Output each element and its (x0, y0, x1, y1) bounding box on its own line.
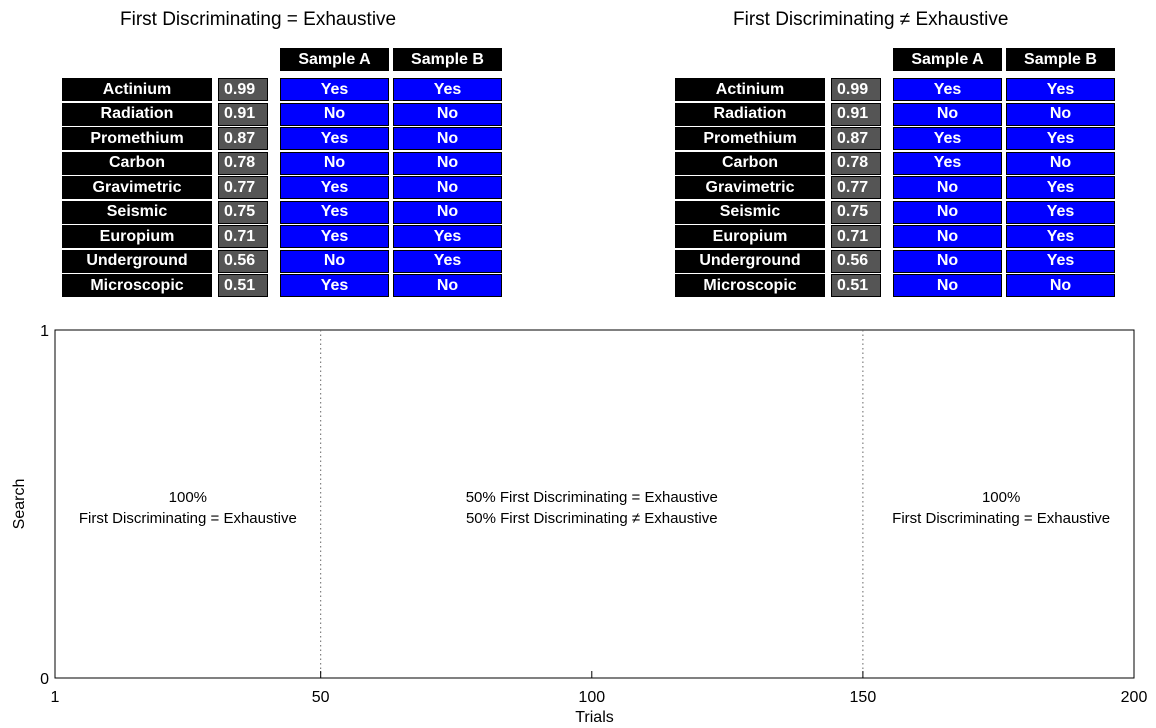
x-tick-label: 100 (578, 689, 605, 706)
cue-validity: 0.56 (831, 249, 881, 273)
cue-validity: 0.77 (218, 176, 268, 199)
sample-a-value: No (893, 225, 1002, 248)
sample-b-value: Yes (393, 225, 502, 248)
cue-name: Carbon (62, 151, 212, 175)
x-tick-label: 200 (1121, 689, 1148, 706)
region-annotation: First Discriminating = Exhaustive (892, 510, 1110, 527)
sample-a-value: Yes (280, 78, 389, 101)
cue-validity: 0.77 (831, 176, 881, 199)
sample-b-value: Yes (393, 249, 502, 273)
cue-validity: 0.91 (218, 102, 268, 126)
sample-b-value: Yes (1006, 249, 1115, 273)
cue-name: Actinium (62, 78, 212, 101)
x-tick-label: 150 (850, 689, 877, 706)
sample-b-value: No (393, 274, 502, 297)
sample-a-value: No (893, 200, 1002, 224)
cue-name: Promethium (62, 127, 212, 150)
cue-name: Radiation (62, 102, 212, 126)
cue-name: Actinium (675, 78, 825, 101)
sample-a-value: No (893, 102, 1002, 126)
plot-frame (54, 329, 1135, 679)
sample-b-value: No (393, 151, 502, 175)
y-axis-label: Search (11, 479, 28, 530)
cue-validity: 0.71 (831, 225, 881, 248)
sample-a-value: No (893, 249, 1002, 273)
column-header-sample-b: Sample B (393, 48, 502, 71)
column-header-sample-a: Sample A (893, 48, 1002, 71)
x-axis-label: Trials (575, 709, 614, 726)
table-title: First Discriminating ≠ Exhaustive (733, 9, 1009, 30)
sample-b-value: Yes (1006, 176, 1115, 199)
sample-b-value: Yes (1006, 127, 1115, 150)
cue-name: Europium (62, 225, 212, 248)
column-header-sample-a: Sample A (280, 48, 389, 71)
cue-name: Europium (675, 225, 825, 248)
cue-name: Radiation (675, 102, 825, 126)
cue-validity: 0.51 (218, 274, 268, 297)
sample-b-value: No (393, 127, 502, 150)
cue-name: Seismic (675, 200, 825, 224)
cue-name: Carbon (675, 151, 825, 175)
sample-b-value: No (393, 176, 502, 199)
cue-name: Seismic (62, 200, 212, 224)
cue-name: Underground (62, 249, 212, 273)
cue-validity: 0.56 (218, 249, 268, 273)
cue-validity: 0.75 (831, 200, 881, 224)
cue-validity: 0.99 (831, 78, 881, 101)
sample-b-value: Yes (1006, 225, 1115, 248)
sample-a-value: Yes (280, 274, 389, 297)
sample-b-value: Yes (1006, 78, 1115, 101)
cue-validity: 0.71 (218, 225, 268, 248)
region-annotation: 100% (169, 489, 207, 506)
sample-a-value: No (893, 274, 1002, 297)
sample-b-value: No (393, 102, 502, 126)
sample-b-value: No (393, 200, 502, 224)
sample-b-value: Yes (393, 78, 502, 101)
cue-validity: 0.78 (218, 151, 268, 175)
y-tick-label: 1 (40, 323, 49, 340)
cue-validity: 0.75 (218, 200, 268, 224)
sample-a-value: Yes (893, 78, 1002, 101)
sample-b-value: No (1006, 102, 1115, 126)
cue-name: Promethium (675, 127, 825, 150)
cue-name: Microscopic (62, 274, 212, 297)
sample-a-value: No (280, 102, 389, 126)
sample-a-value: No (893, 176, 1002, 199)
sample-a-value: Yes (893, 151, 1002, 175)
cue-name: Microscopic (675, 274, 825, 297)
cue-validity: 0.78 (831, 151, 881, 175)
sample-a-value: No (280, 249, 389, 273)
cue-validity: 0.87 (218, 127, 268, 150)
cue-validity: 0.91 (831, 102, 881, 126)
sample-b-value: Yes (1006, 200, 1115, 224)
sample-a-value: Yes (280, 200, 389, 224)
region-annotation: First Discriminating = Exhaustive (79, 510, 297, 527)
cue-validity: 0.51 (831, 274, 881, 297)
sample-b-value: No (1006, 274, 1115, 297)
sample-a-value: Yes (280, 176, 389, 199)
cue-name: Gravimetric (675, 176, 825, 199)
sample-a-value: No (280, 151, 389, 175)
x-tick-label: 1 (51, 689, 60, 706)
cue-validity: 0.87 (831, 127, 881, 150)
sample-a-value: Yes (893, 127, 1002, 150)
cue-validity: 0.99 (218, 78, 268, 101)
region-annotation: 50% First Discriminating ≠ Exhaustive (466, 510, 718, 527)
region-annotation: 50% First Discriminating = Exhaustive (466, 489, 718, 506)
sample-a-value: Yes (280, 225, 389, 248)
x-tick-label: 50 (312, 689, 330, 706)
y-tick-label: 0 (40, 671, 49, 688)
cue-name: Underground (675, 249, 825, 273)
region-annotation: 100% (982, 489, 1020, 506)
sample-a-value: Yes (280, 127, 389, 150)
column-header-sample-b: Sample B (1006, 48, 1115, 71)
table-title: First Discriminating = Exhaustive (120, 9, 397, 30)
cue-name: Gravimetric (62, 176, 212, 199)
sample-b-value: No (1006, 151, 1115, 175)
